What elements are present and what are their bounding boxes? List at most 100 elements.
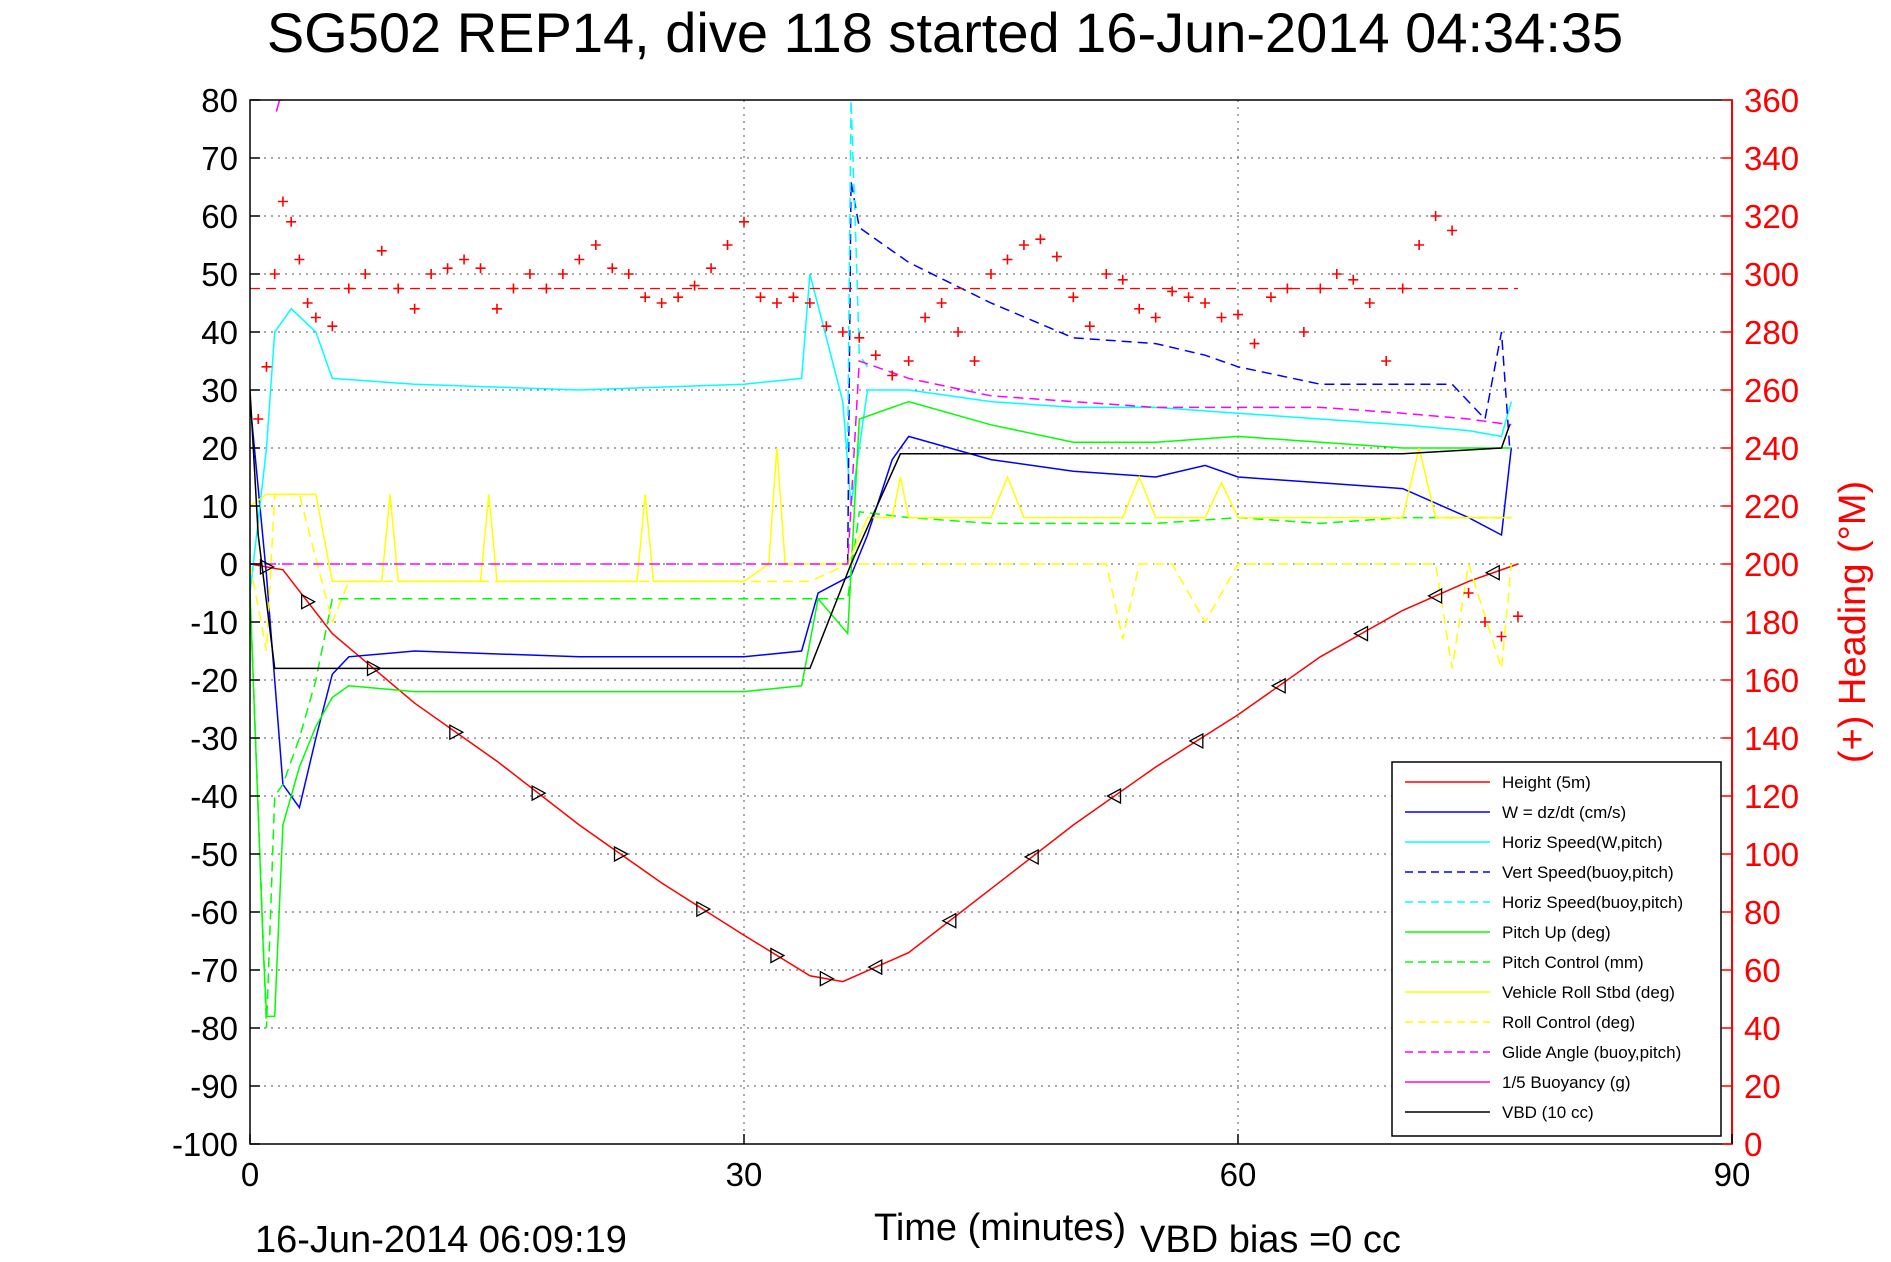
y-tick-label: 70	[201, 140, 238, 177]
x-tick-label: 90	[1714, 1156, 1751, 1193]
heading-point	[294, 254, 305, 265]
heading-point	[1447, 225, 1458, 236]
heading-point	[771, 298, 782, 308]
heading-point	[1002, 254, 1013, 265]
series-line-6	[250, 510, 1512, 1029]
depth-marker	[449, 724, 465, 741]
series-line-5	[250, 400, 1512, 1018]
depth-marker	[696, 901, 712, 918]
legend-label: Horiz Speed(buoy,pitch)	[1502, 893, 1683, 912]
depth-marker	[366, 660, 382, 677]
y-tick-label: -80	[190, 1010, 238, 1047]
depth-marker	[1106, 787, 1122, 805]
y2-tick-label: 220	[1744, 488, 1799, 525]
x-tick-label: 30	[726, 1156, 763, 1193]
heading-point	[524, 269, 535, 279]
y2-tick-label: 100	[1744, 836, 1799, 873]
heading-point	[804, 298, 815, 308]
heading-point	[269, 269, 280, 279]
y2-tick-label: 200	[1744, 546, 1799, 583]
depth-marker	[770, 947, 786, 964]
heading-point	[969, 356, 980, 366]
heading-point	[557, 269, 568, 279]
y2-tick-label: 180	[1744, 604, 1799, 641]
legend-label: Pitch Up (deg)	[1502, 923, 1611, 942]
heading-point	[722, 240, 733, 250]
depth-marker	[1270, 677, 1286, 694]
depth-marker	[1353, 625, 1369, 642]
depth-marker	[531, 785, 547, 802]
heading-point	[739, 216, 749, 227]
heading-point	[310, 312, 321, 323]
y2-tick-label: 340	[1744, 140, 1799, 177]
heading-point	[673, 292, 684, 303]
y2-tick-label: 60	[1744, 952, 1781, 989]
y2-tick-label: 40	[1744, 1010, 1781, 1047]
heading-point	[821, 321, 832, 332]
heading-point	[689, 280, 700, 291]
heading-point	[1430, 211, 1441, 221]
y-tick-label: 20	[201, 430, 238, 467]
depth-markers	[259, 558, 1500, 987]
heading-point	[1035, 234, 1046, 245]
heading-point	[1381, 356, 1392, 366]
heading-point	[788, 292, 799, 303]
y-tick-label: 30	[201, 372, 238, 409]
heading-point	[426, 269, 437, 279]
legend-box	[1391, 761, 1722, 1137]
legend-label: Vert Speed(buoy,pitch)	[1502, 863, 1674, 882]
heading-point	[854, 332, 865, 343]
y-tick-label: -90	[190, 1068, 238, 1105]
legend-label: W = dz/dt (cm/s)	[1502, 803, 1626, 822]
heading-point	[640, 292, 651, 303]
depth-marker	[259, 558, 275, 575]
heading-point	[302, 298, 313, 308]
heading-point	[327, 321, 338, 332]
x-tick-label: 60	[1220, 1156, 1257, 1193]
legend-label: Glide Angle (buoy,pitch)	[1502, 1043, 1681, 1062]
heading-point	[409, 303, 420, 314]
depth-marker	[300, 593, 317, 610]
heading-point	[459, 254, 470, 265]
heading-point	[1249, 338, 1260, 349]
series-line-9	[250, 359, 1512, 565]
legend-label: Roll Control (deg)	[1502, 1013, 1635, 1032]
depth-marker	[1427, 587, 1443, 604]
footer-timestamp: 16-Jun-2014 06:09:19	[255, 1219, 627, 1261]
y2-tick-label: 160	[1744, 662, 1799, 699]
heading-point	[492, 303, 502, 314]
y-tick-label: -40	[190, 778, 238, 815]
y-tick-label: 80	[201, 82, 238, 119]
heading-point	[986, 269, 996, 279]
series-line-4	[846, 100, 869, 449]
y2-tick-label: 0	[1744, 1126, 1762, 1163]
y-tick-label: 60	[201, 198, 238, 235]
heading-point	[920, 312, 931, 323]
y2-tick-label: 360	[1744, 82, 1799, 119]
heading-point	[1480, 617, 1490, 627]
y2-tick-label: 120	[1744, 778, 1799, 815]
legend-label: Vehicle Roll Stbd (deg)	[1502, 983, 1675, 1002]
legend-label: 1/5 Buoyancy (g)	[1502, 1073, 1631, 1092]
legend: Height (5m) W = dz/dt (cm/s) Horiz Speed(W…	[1391, 761, 1722, 1137]
heading-point	[887, 370, 898, 381]
legend-label: Pitch Control (mm)	[1502, 953, 1644, 972]
tick-labels: 80706050403020100-10-20-30-40-50-60-70-8…	[172, 82, 1799, 1193]
series-line-1	[250, 401, 1513, 810]
heading-point	[903, 356, 914, 366]
heading-point	[1018, 240, 1029, 250]
heading-point	[755, 292, 766, 303]
chart-title: SG502 REP14, dive 118 started 16-Jun-201…	[267, 1, 1623, 64]
y2-tick-label: 80	[1744, 894, 1781, 931]
depth-marker	[941, 912, 957, 929]
y2-tick-label: 300	[1744, 256, 1799, 293]
y-tick-label: 50	[201, 256, 238, 293]
heading-point	[1084, 321, 1095, 332]
x-tick-label: 0	[241, 1156, 259, 1193]
depth-marker	[867, 959, 883, 976]
depth-marker	[1023, 848, 1039, 865]
x-axis-label: Time (minutes)	[874, 1207, 1126, 1249]
heading-point	[1117, 274, 1128, 285]
y2-tick-label: 140	[1744, 720, 1799, 757]
